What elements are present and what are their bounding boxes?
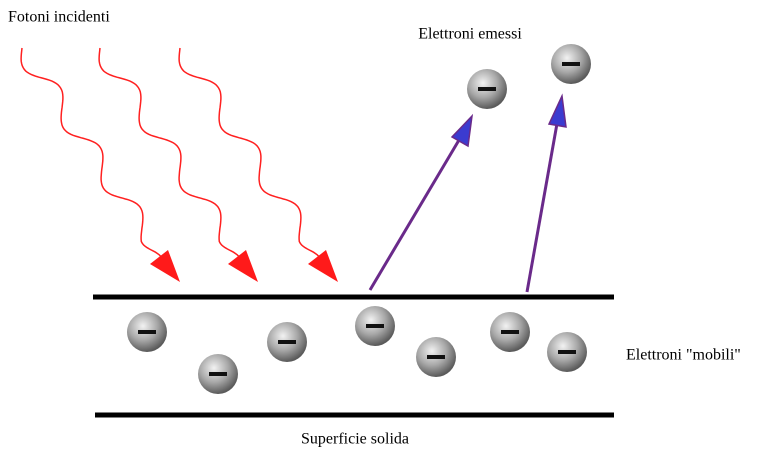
photon-arrow-head — [228, 250, 258, 282]
electron-sign — [558, 350, 576, 354]
electron-sign — [478, 87, 496, 91]
electron-sign — [138, 330, 156, 334]
diagram: Fotoni incidenti Elettroni emessi Elettr… — [0, 0, 758, 453]
electron-sign — [562, 62, 580, 66]
photon-wave — [99, 48, 240, 258]
photons-label: Fotoni incidenti — [8, 9, 110, 26]
arrow-head — [452, 116, 472, 146]
emitted-label: Elettroni emessi — [418, 26, 522, 43]
mobile-label: Elettroni "mobili" — [626, 347, 741, 364]
electron-sign — [366, 324, 384, 328]
emission-arrow — [370, 135, 462, 290]
page: {"labels": {"photons": "Fotoni incidenti… — [0, 0, 758, 453]
emission-arrow — [527, 118, 558, 292]
electron-sign — [501, 330, 519, 334]
electron-sign — [427, 355, 445, 359]
arrow-head — [549, 96, 566, 127]
electron-sign — [209, 372, 227, 376]
photon-wave — [179, 48, 320, 258]
photon-arrow-head — [308, 250, 338, 282]
electron-sign — [278, 340, 296, 344]
photon-arrow-head — [150, 250, 180, 282]
surface-label: Superficie solida — [301, 431, 409, 448]
electrons — [127, 44, 591, 394]
photon-wave — [21, 48, 162, 258]
photons — [21, 48, 338, 282]
